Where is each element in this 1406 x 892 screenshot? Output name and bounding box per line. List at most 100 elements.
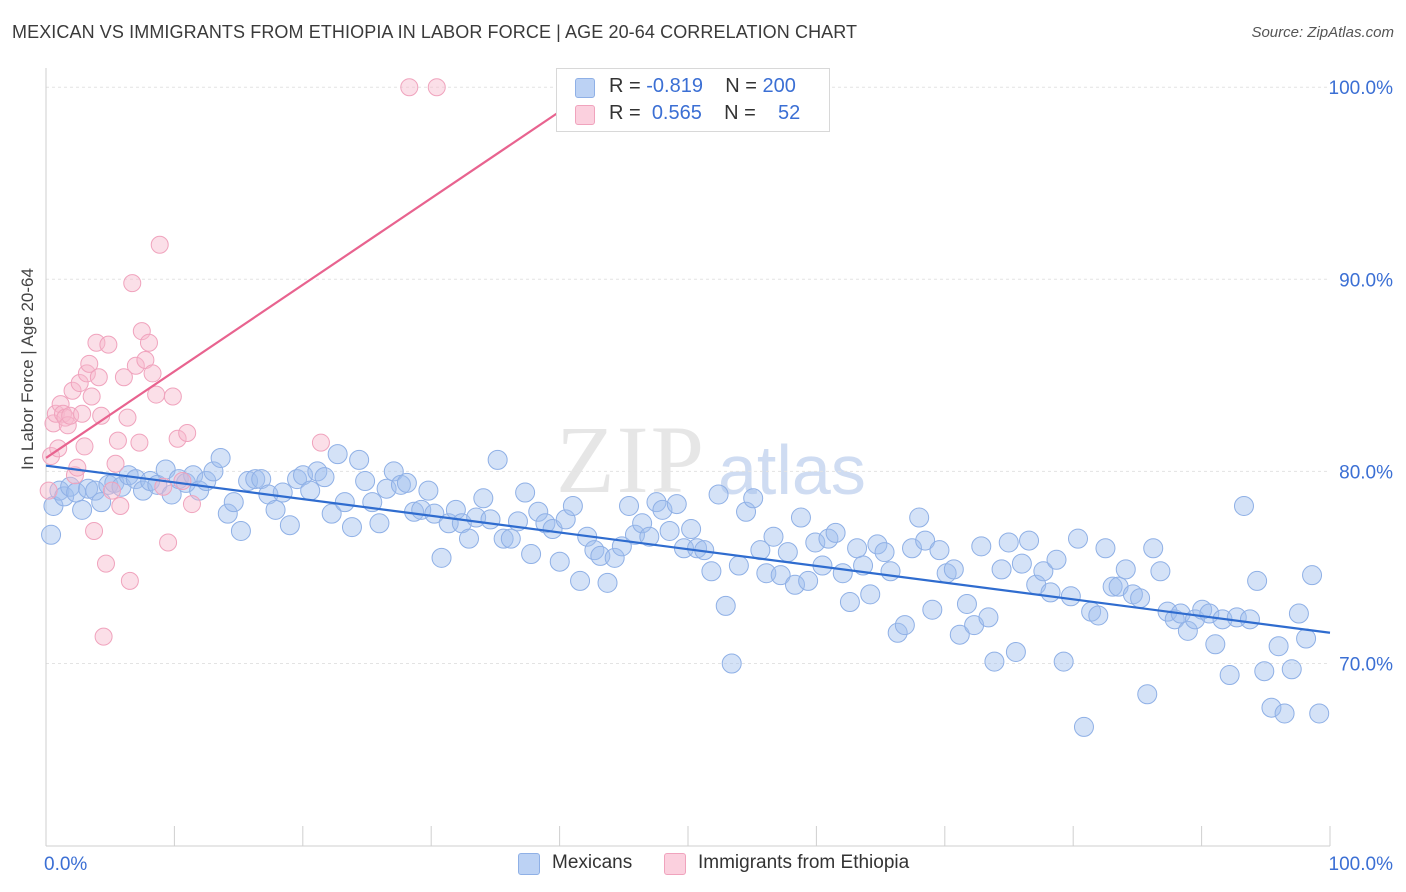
n-label: N = <box>725 75 757 97</box>
mexican-point <box>515 482 536 503</box>
ethiopia-point <box>159 533 178 552</box>
mexican-point <box>743 488 764 509</box>
mexican-point <box>604 547 625 568</box>
ethiopia-point <box>63 381 82 400</box>
ethiopia-point <box>94 627 113 646</box>
ethiopia-point <box>400 78 419 97</box>
mexican-point <box>1130 588 1151 609</box>
mexican-point <box>909 507 930 528</box>
ethiopia-point <box>114 368 133 387</box>
correlation-legend: R = -0.819 N = 200 R = 0.565 N = 52 <box>556 68 830 132</box>
mexican-point <box>1040 582 1061 603</box>
ethiopia-point <box>182 495 201 514</box>
mexican-point <box>570 570 591 591</box>
mexican-point <box>1288 603 1309 624</box>
mexican-point <box>839 592 860 613</box>
y-tick-label: 80.0% <box>1339 462 1393 483</box>
mexican-point <box>500 528 521 549</box>
mexican-point <box>902 538 923 559</box>
ethiopia-point <box>150 235 169 254</box>
ethiopia-point <box>80 354 99 373</box>
legend-swatch-pink <box>575 105 595 125</box>
r-label: R = <box>609 102 641 124</box>
x-tick-label: 0.0% <box>44 854 87 875</box>
mexican-point <box>659 520 680 541</box>
ethiopia-point <box>75 437 94 456</box>
mexican-point <box>639 526 660 547</box>
n-value: 52 <box>778 102 801 124</box>
mexican-point <box>1254 661 1275 682</box>
mexican-point <box>867 534 888 555</box>
ethiopia-point <box>168 429 187 448</box>
mexican-point <box>1011 553 1032 574</box>
ethiopia-point <box>99 335 118 354</box>
mexican-point <box>1053 651 1074 672</box>
mexican-point <box>458 528 479 549</box>
legend-label-ethiopia: Immigrants from Ethiopia <box>698 852 910 873</box>
mexican-point <box>1302 565 1323 586</box>
mexican-point <box>85 480 106 501</box>
ethiopia-point <box>108 431 127 450</box>
mexican-point <box>1046 549 1067 570</box>
mexican-point <box>1095 538 1116 559</box>
mexican-point <box>991 559 1012 580</box>
mexican-point <box>1219 665 1240 686</box>
mexican-point <box>431 547 452 568</box>
mexican-point <box>956 593 977 614</box>
watermark-atlas: atlas <box>718 431 866 509</box>
mexican-point <box>847 538 868 559</box>
mexican-point <box>777 542 798 563</box>
mexican-point <box>480 509 501 530</box>
mexican-point <box>1281 659 1302 680</box>
mexican-point <box>681 519 702 540</box>
mexican-point <box>1205 634 1226 655</box>
mexican-point <box>1296 628 1317 649</box>
ethiopia-point <box>139 333 158 352</box>
mexican-point <box>1309 703 1330 724</box>
ethiopia-point <box>85 521 104 540</box>
mexican-point <box>41 524 62 545</box>
mexican-point <box>715 595 736 616</box>
mexican-point <box>929 540 950 561</box>
mexican-point <box>1102 576 1123 597</box>
mexican-point <box>265 499 286 520</box>
ethiopia-point <box>68 458 87 477</box>
legend-swatch-mexicans <box>518 853 540 875</box>
ethiopia-point <box>123 274 142 293</box>
mexican-point <box>327 444 348 465</box>
mexican-trend-line <box>45 464 1331 634</box>
source-credit: Source: ZipAtlas.com <box>1251 24 1394 41</box>
mexican-point <box>763 526 784 547</box>
ethiopia-point <box>73 404 92 423</box>
mexican-point <box>1073 716 1094 737</box>
ethiopia-point <box>163 387 182 406</box>
ethiopia-point <box>143 364 162 383</box>
n-value: 200 <box>762 75 796 97</box>
mexican-point <box>424 503 445 524</box>
r-value: 0.565 <box>651 102 702 124</box>
mexican-point <box>721 653 742 674</box>
mexican-point <box>1067 528 1088 549</box>
n-label: N = <box>724 102 756 124</box>
mexican-point <box>493 528 514 549</box>
mexican-point <box>790 507 811 528</box>
mexican-point <box>210 447 231 468</box>
mexican-point <box>279 515 300 536</box>
mexican-point <box>418 480 439 501</box>
mexican-point <box>60 476 81 497</box>
y-axis-label: In Labor Force | Age 20-64 <box>18 268 37 470</box>
ethiopia-point <box>173 472 192 491</box>
mexican-point <box>880 561 901 582</box>
mexican-point <box>1060 586 1081 607</box>
mexican-point <box>728 555 749 576</box>
mexican-point <box>922 599 943 620</box>
ethiopia-point <box>39 481 58 500</box>
mexican-point <box>369 513 390 534</box>
mexican-point <box>874 542 895 563</box>
ethiopia-point <box>120 571 139 590</box>
mexican-point <box>223 492 244 513</box>
mexican-point <box>1115 559 1136 580</box>
mexican-point <box>341 517 362 538</box>
mexican-point <box>949 624 970 645</box>
